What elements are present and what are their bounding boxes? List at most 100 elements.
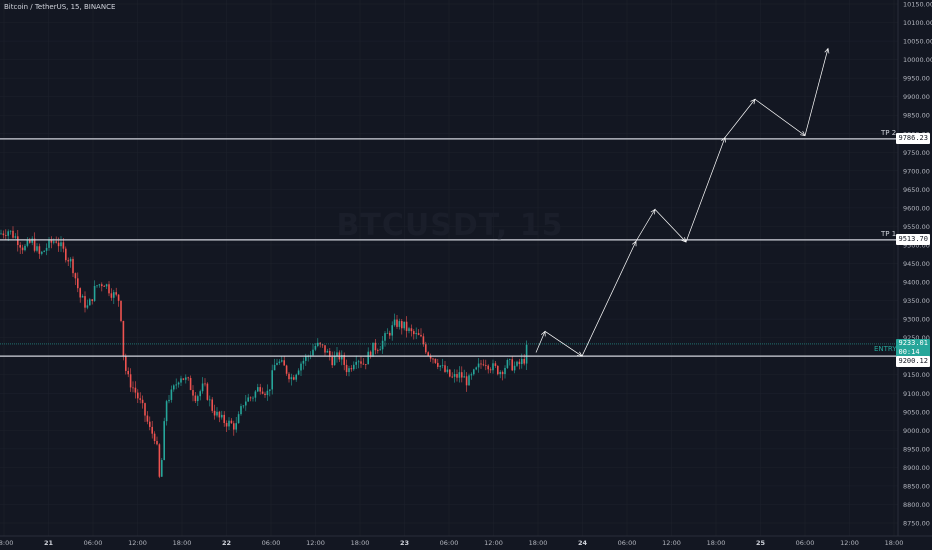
candle-body <box>264 393 266 396</box>
last-price-tag: 9233.01 00:14 <box>896 338 930 359</box>
candle-body <box>77 278 79 289</box>
price-tick-label: 9600.00 <box>903 204 930 212</box>
candle-body <box>439 365 441 367</box>
candle-body <box>134 387 137 393</box>
candle-body <box>211 399 213 411</box>
time-tick-label: 18:00 <box>707 539 726 547</box>
candle-body <box>446 369 449 372</box>
candle-body <box>482 364 485 366</box>
candle-body <box>413 331 415 335</box>
candle-body <box>151 426 153 434</box>
candle-body <box>441 365 444 367</box>
candle-body <box>290 377 293 380</box>
candle-body <box>120 300 122 321</box>
candle-body <box>55 241 57 243</box>
price-tick-label: 9700.00 <box>903 167 930 175</box>
grid-lines <box>0 0 898 536</box>
candle-body <box>57 242 60 247</box>
candle-body <box>509 359 511 360</box>
price-tick-label: 8950.00 <box>903 445 930 453</box>
candle-body <box>216 411 218 416</box>
candle-body <box>473 369 475 375</box>
candle-body <box>139 398 141 400</box>
candle-body <box>14 236 17 238</box>
candle-body <box>261 391 264 394</box>
candle-body <box>273 364 276 371</box>
candle-body <box>511 359 513 371</box>
time-tick-label: 12:00 <box>662 539 681 547</box>
candle-body <box>283 360 285 366</box>
candle-body <box>341 354 343 360</box>
candle-body <box>432 358 434 360</box>
candle-body <box>86 305 89 308</box>
candle-body <box>12 230 14 238</box>
price-tick-label: 9100.00 <box>903 390 930 398</box>
price-tick-label: 9650.00 <box>903 186 930 194</box>
projection-segment <box>544 331 583 357</box>
time-tick-label: 18:00 <box>529 539 548 547</box>
candle-body <box>199 391 201 397</box>
time-tick-label: 06:00 <box>262 539 281 547</box>
candle-body <box>525 344 528 364</box>
projection-segment <box>754 98 806 136</box>
tp1-price-tag: 9513.70 <box>896 234 930 246</box>
time-axis: 18:00 21 06:00 12:00 18:00 22 06:00 12:00 18:00 2… <box>0 535 932 547</box>
candle-body <box>132 387 134 389</box>
candle-body <box>141 399 144 404</box>
price-tick-label: 9250.00 <box>903 334 930 342</box>
price-tick-label: 10150.00 <box>903 1 932 9</box>
candle-body <box>149 421 151 427</box>
candle-body <box>197 396 199 402</box>
candle-body <box>146 415 149 422</box>
candle-body <box>345 364 348 373</box>
candle-body <box>254 391 257 398</box>
candle-body <box>425 344 427 353</box>
time-tick-label: 06:00 <box>796 539 815 547</box>
candle-body <box>129 374 132 388</box>
candle-body <box>333 356 336 366</box>
candle-body <box>31 238 33 243</box>
candle-body <box>48 239 50 248</box>
candle-body <box>331 356 333 366</box>
candle-body <box>170 389 173 400</box>
candle-body <box>230 420 233 424</box>
candle-body <box>317 342 319 346</box>
time-tick-label: 06:00 <box>618 539 637 547</box>
projection-arrows <box>535 47 830 357</box>
candle-body <box>497 365 499 375</box>
candle-body <box>350 368 353 370</box>
candle-body <box>398 321 401 327</box>
time-tick-label: 18:00 <box>885 539 904 547</box>
candle-body <box>357 361 360 363</box>
candle-body <box>513 365 516 371</box>
candle-body <box>386 332 389 334</box>
candle-body <box>45 247 48 251</box>
price-tick-label: 9400.00 <box>903 279 930 287</box>
candle-body <box>9 230 12 232</box>
time-tick-label: 12:00 <box>484 539 503 547</box>
entry-price-tag: 9200.12 <box>896 355 930 367</box>
candle-body <box>391 325 393 336</box>
projection-segment <box>724 99 756 138</box>
candle-body <box>235 423 237 430</box>
candle-body <box>379 349 381 351</box>
candle-body <box>38 246 41 254</box>
candle-body <box>372 342 374 357</box>
candle-body <box>29 240 31 243</box>
candle-body <box>516 361 518 366</box>
chart-title: Bitcoin / TetherUS, 15, BINANCE <box>4 3 116 11</box>
candle-body <box>24 245 26 251</box>
candle-body <box>319 342 321 345</box>
time-tick-label: 23 <box>400 539 409 547</box>
candle-body <box>470 374 473 376</box>
candle-body <box>17 236 19 246</box>
candle-body <box>67 260 69 262</box>
candle-body <box>367 351 369 365</box>
candle-body <box>475 367 477 370</box>
candle-body <box>451 376 453 378</box>
price-tick-label: 8750.00 <box>903 520 930 528</box>
price-tick-label: 9500.00 <box>903 241 930 249</box>
candle-body <box>2 233 5 236</box>
candle-body <box>221 414 223 418</box>
price-tick-label: 10100.00 <box>903 19 932 27</box>
